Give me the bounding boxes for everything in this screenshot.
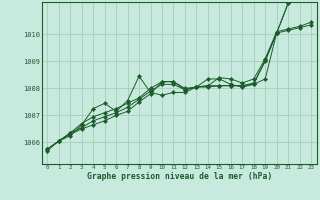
X-axis label: Graphe pression niveau de la mer (hPa): Graphe pression niveau de la mer (hPa) [87,172,272,181]
